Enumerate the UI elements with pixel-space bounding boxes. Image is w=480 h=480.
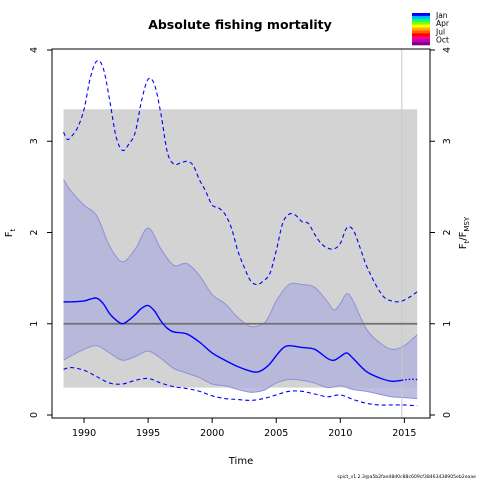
season-label: Jan — [435, 11, 448, 20]
lower-dashed-line — [63, 366, 418, 407]
x-tick-label: 2015 — [392, 428, 416, 439]
season-swatch — [412, 36, 430, 40]
ci-lower-line — [63, 345, 418, 400]
season-swatch — [412, 18, 430, 23]
y-tick-label-right: 0 — [442, 412, 453, 418]
y-axis-label-right-den-sub: MSY — [463, 216, 471, 231]
y-axis-label-right-main: F — [458, 243, 469, 249]
y-axis-label-left-main: F — [4, 231, 15, 237]
x-tick-label: 2000 — [200, 428, 224, 439]
season-swatch — [412, 30, 430, 34]
y-tick-label-left: 4 — [29, 47, 40, 53]
x-tick-label: 1990 — [72, 428, 96, 439]
season-swatch — [412, 13, 430, 17]
season-label: Jul — [435, 27, 445, 36]
y-axis-label-right: Ft/FMSY — [458, 216, 471, 249]
season-swatch — [412, 21, 430, 25]
ci-band-fill — [63, 179, 418, 399]
y-tick-label-right: 1 — [442, 321, 453, 327]
x-tick-label: 2005 — [264, 428, 288, 439]
season-swatch — [412, 42, 430, 46]
y-tick-label-left: 3 — [29, 138, 40, 144]
svg-text:Ft: Ft — [4, 228, 17, 237]
x-axis-label: Time — [228, 456, 253, 467]
season-label: Oct — [436, 36, 449, 45]
season-swatch — [412, 39, 430, 43]
chart-title: Absolute fishing mortality — [148, 17, 332, 32]
y-tick-label-right: 4 — [442, 47, 453, 53]
y-tick-label-right: 3 — [442, 138, 453, 144]
season-swatch — [412, 24, 430, 28]
season-swatch — [412, 27, 430, 31]
y-axis-label-left: Ft — [4, 228, 17, 237]
season-swatch — [412, 15, 430, 20]
plot-frame — [51, 48, 431, 419]
season-label: Apr — [436, 19, 450, 28]
footnote: spict_v1.2.3@a5b2fae48d0c88c609cf3846343… — [337, 474, 476, 480]
estimate-line — [63, 297, 402, 383]
y-tick-label-left: 1 — [29, 321, 40, 327]
y-axis-label-left-sub: t — [9, 228, 17, 231]
season-swatch — [412, 33, 430, 37]
upper-dashed-line — [63, 59, 418, 303]
x-tick-label: 2010 — [328, 428, 352, 439]
y-tick-label-left: 0 — [29, 412, 40, 418]
ci-upper-line — [63, 179, 418, 350]
y-axis-label-right-sub: t — [463, 240, 471, 243]
x-tick-label: 1995 — [136, 428, 160, 439]
y-tick-label-right: 2 — [442, 229, 453, 235]
y-tick-label-left: 2 — [29, 229, 40, 235]
svg-text:Ft/FMSY: Ft/FMSY — [458, 216, 471, 249]
y-axis-label-right-den: F — [458, 231, 469, 237]
